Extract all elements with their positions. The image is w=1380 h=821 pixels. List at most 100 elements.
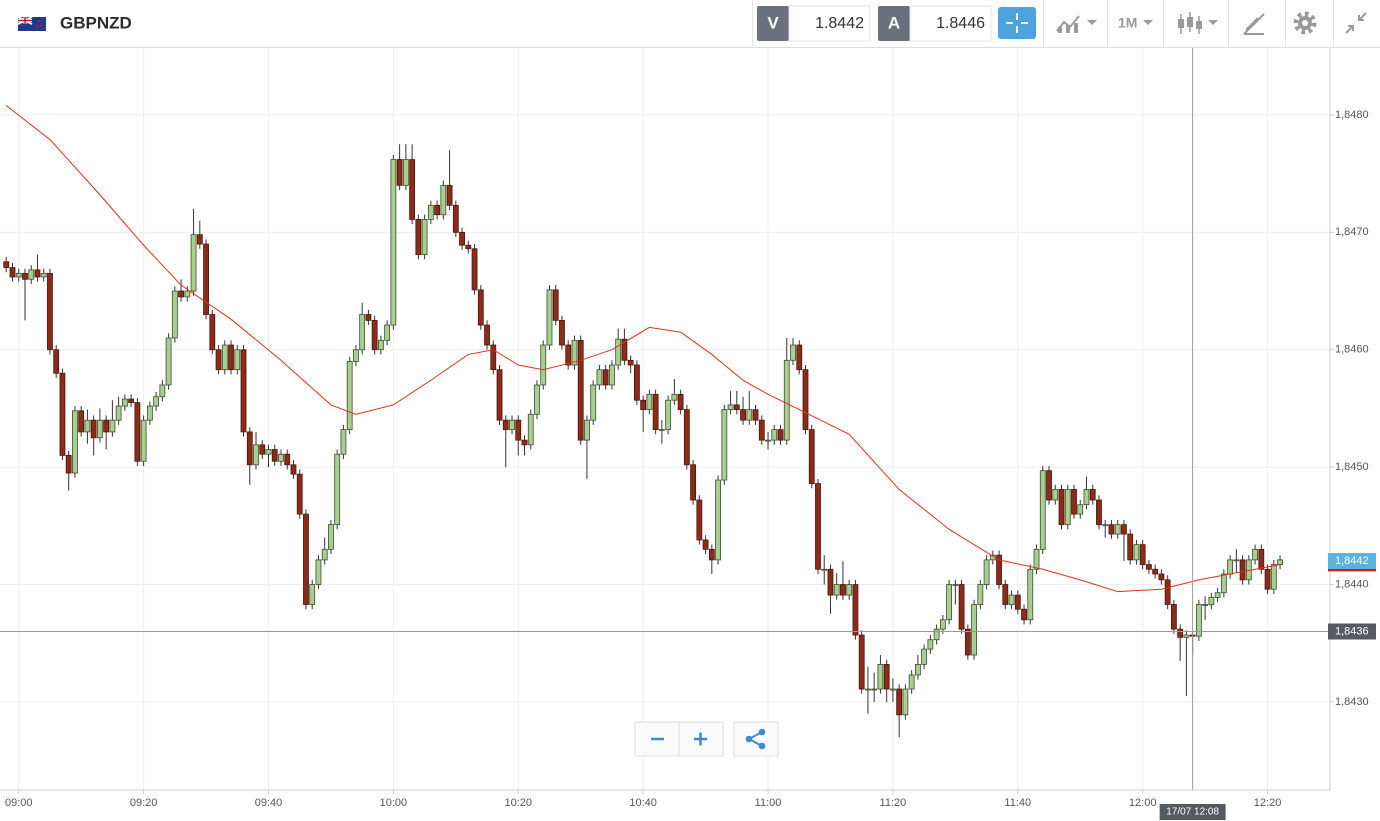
candle-body bbox=[159, 384, 166, 398]
candle-body bbox=[1239, 559, 1246, 581]
bid-label: V bbox=[767, 13, 779, 32]
candle-body bbox=[777, 429, 784, 441]
candle-body bbox=[215, 349, 222, 371]
y-tick-label: 1,8440 bbox=[1335, 578, 1369, 590]
candle-body bbox=[296, 473, 303, 515]
candle-body bbox=[534, 384, 540, 415]
candle-body bbox=[621, 338, 628, 361]
bid-button[interactable] bbox=[757, 6, 789, 41]
candle-body bbox=[484, 324, 490, 346]
candle-body bbox=[278, 453, 284, 462]
candle-body bbox=[515, 419, 522, 441]
header-bg bbox=[0, 0, 1380, 47]
candle-body bbox=[259, 444, 266, 455]
candle-body bbox=[284, 453, 291, 466]
chart-type-button[interactable] bbox=[1178, 12, 1218, 34]
draw-button[interactable] bbox=[1243, 13, 1265, 35]
settings-button[interactable] bbox=[1293, 11, 1317, 35]
candle-body bbox=[939, 619, 946, 630]
candle-body bbox=[303, 513, 309, 605]
candle-body bbox=[902, 688, 909, 716]
candle-body bbox=[871, 688, 878, 691]
candle-body bbox=[203, 243, 209, 315]
share-button[interactable] bbox=[733, 721, 779, 757]
candle-body bbox=[1071, 489, 1077, 515]
candle-body bbox=[22, 273, 28, 280]
x-tick-label: 10:40 bbox=[629, 797, 657, 809]
candle-body bbox=[658, 429, 665, 431]
candle-body bbox=[240, 349, 247, 433]
candle-body bbox=[128, 398, 135, 403]
candle-body bbox=[821, 568, 828, 571]
candle-body bbox=[996, 554, 1002, 585]
candle-body bbox=[921, 648, 928, 665]
candle-body bbox=[427, 204, 434, 220]
candle-body bbox=[1220, 573, 1227, 594]
collapse-button[interactable] bbox=[1345, 12, 1367, 34]
candle-body bbox=[640, 399, 647, 411]
candle-body bbox=[28, 269, 35, 280]
candle-body bbox=[1121, 524, 1127, 535]
candle-body bbox=[365, 314, 372, 321]
candle-body bbox=[771, 429, 778, 441]
candle-body bbox=[78, 410, 85, 433]
candle-body bbox=[733, 404, 740, 411]
candle-body bbox=[134, 402, 141, 462]
indicator-button[interactable] bbox=[1056, 15, 1097, 33]
candle-body bbox=[758, 419, 765, 441]
candle-body bbox=[415, 219, 422, 256]
candle-body bbox=[802, 369, 809, 430]
ask-button[interactable] bbox=[878, 6, 910, 41]
x-tick-label: 12:00 bbox=[1129, 797, 1157, 809]
candle-body bbox=[234, 349, 241, 371]
candle-body bbox=[827, 568, 834, 596]
candle-body bbox=[72, 410, 78, 474]
candle-body bbox=[1277, 559, 1283, 565]
candle-body bbox=[334, 453, 341, 526]
candle-body bbox=[109, 419, 116, 433]
candle-body bbox=[671, 393, 678, 401]
candle-body bbox=[627, 359, 634, 366]
candle-body bbox=[796, 344, 803, 371]
candle-body bbox=[15, 273, 22, 278]
candle-body bbox=[1158, 573, 1165, 581]
candle-body bbox=[184, 290, 191, 298]
y-tick-label: 1,8470 bbox=[1335, 226, 1369, 238]
candle-body bbox=[1127, 533, 1134, 561]
y-tick-label: 1,8430 bbox=[1335, 696, 1369, 708]
candle-body bbox=[165, 337, 172, 386]
candle-body bbox=[665, 399, 672, 430]
candle-body bbox=[371, 319, 378, 351]
crosshair-button[interactable] bbox=[998, 7, 1036, 39]
candle-body bbox=[53, 349, 60, 374]
candle-body bbox=[958, 584, 965, 630]
candle-body bbox=[253, 444, 259, 466]
candle-body bbox=[609, 364, 615, 386]
candle-body bbox=[740, 409, 746, 421]
zoom-controls bbox=[634, 721, 779, 757]
candle-body bbox=[883, 663, 890, 690]
candle-body bbox=[584, 419, 590, 441]
candle-body bbox=[1064, 489, 1071, 526]
candle-body bbox=[1170, 604, 1177, 630]
y-tick-label: 1,8460 bbox=[1335, 344, 1369, 356]
candle-body bbox=[315, 559, 322, 585]
candle-body bbox=[1202, 604, 1209, 606]
candle-body bbox=[290, 464, 297, 475]
candle-body bbox=[552, 289, 559, 321]
candle-body bbox=[1108, 524, 1115, 535]
candle-body bbox=[858, 634, 865, 690]
candle-body bbox=[359, 314, 366, 351]
candle-body bbox=[1052, 489, 1059, 501]
candle-body bbox=[752, 409, 759, 421]
y-tick-label: 1,8450 bbox=[1335, 461, 1369, 473]
candle-body bbox=[602, 369, 609, 386]
zoom-out-button[interactable] bbox=[634, 721, 680, 757]
candle-body bbox=[3, 261, 10, 268]
candle-body bbox=[9, 267, 16, 278]
candle-body bbox=[178, 290, 184, 298]
timeframe[interactable]: 1M bbox=[1118, 15, 1137, 31]
candle-body bbox=[490, 344, 497, 371]
zoom-in-button[interactable] bbox=[678, 721, 724, 757]
candle-body bbox=[221, 344, 228, 371]
